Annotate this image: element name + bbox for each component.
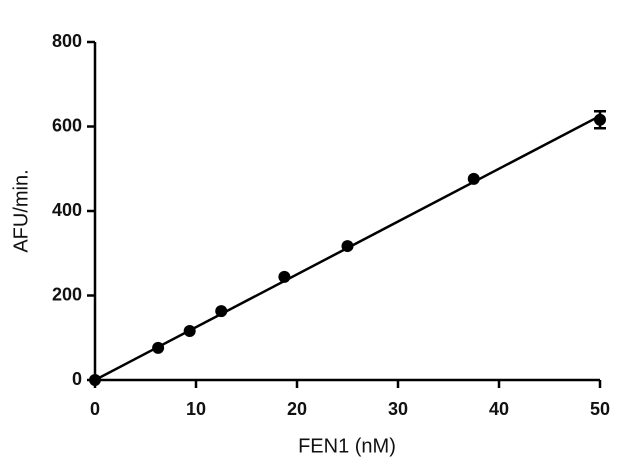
data-point: [215, 305, 228, 318]
x-tick-label: 10: [186, 399, 206, 419]
x-tick-label: 0: [90, 399, 100, 419]
x-tick-label: 50: [590, 399, 610, 419]
data-point: [341, 240, 354, 253]
data-point: [594, 113, 606, 126]
data-point: [467, 172, 480, 185]
x-tick-label: 20: [287, 399, 307, 419]
y-tick-label: 600: [52, 115, 82, 135]
y-tick-label: 0: [72, 369, 82, 389]
data-point: [183, 324, 196, 337]
y-tick-label: 800: [52, 31, 82, 51]
data-point: [152, 341, 165, 354]
data-point: [278, 270, 291, 283]
x-tick-label: 30: [388, 399, 408, 419]
data-point: [89, 374, 101, 386]
y-axis-title: AFU/min.: [10, 169, 32, 252]
y-tick-label: 200: [52, 284, 82, 304]
y-tick-label: 400: [52, 200, 82, 220]
x-tick-label: 40: [489, 399, 509, 419]
x-axis-title: FEN1 (nM): [298, 435, 396, 457]
